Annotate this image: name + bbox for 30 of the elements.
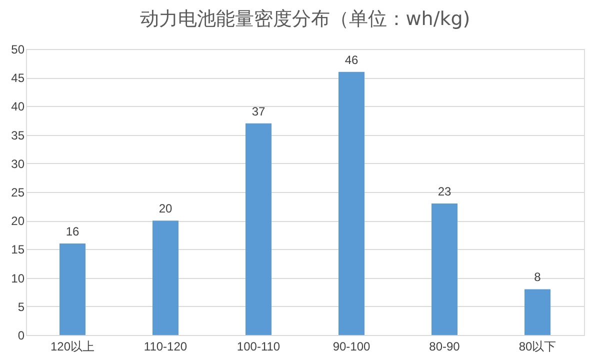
data-label: 23 [438, 184, 452, 198]
bar [338, 72, 364, 335]
data-label: 46 [344, 52, 358, 67]
y-tick-label: 45 [11, 71, 25, 86]
data-label: 20 [158, 202, 172, 216]
x-tick-label: 80-90 [429, 340, 460, 354]
x-tick-label: 110-120 [144, 340, 188, 354]
data-label: 16 [66, 224, 80, 238]
y-tick-label: 5 [18, 300, 25, 314]
y-tick-label: 25 [11, 186, 25, 200]
x-tick-label: 90-100 [332, 340, 371, 354]
y-tick-label: 20 [11, 214, 25, 228]
bar [152, 220, 178, 335]
y-tick-label: 50 [11, 42, 25, 56]
bar [246, 123, 272, 335]
data-label: 8 [534, 270, 542, 284]
y-tick-label: 35 [11, 128, 25, 142]
y-tick-label: 40 [11, 100, 25, 114]
x-tick-label: 80以下 [518, 340, 556, 354]
bar [60, 243, 86, 335]
data-label: 37 [252, 104, 266, 118]
x-tick-label: 120以上 [50, 340, 95, 354]
y-tick-label: 30 [11, 156, 25, 171]
chart-title: 动力电池能量密度分布（单位：wh/kg) [140, 8, 470, 30]
y-tick-label: 15 [11, 242, 25, 257]
bar [432, 203, 458, 335]
bar [524, 289, 550, 335]
y-tick-label: 10 [11, 271, 25, 286]
y-tick-label: 0 [18, 328, 25, 342]
x-tick-label: 100-110 [236, 340, 280, 354]
